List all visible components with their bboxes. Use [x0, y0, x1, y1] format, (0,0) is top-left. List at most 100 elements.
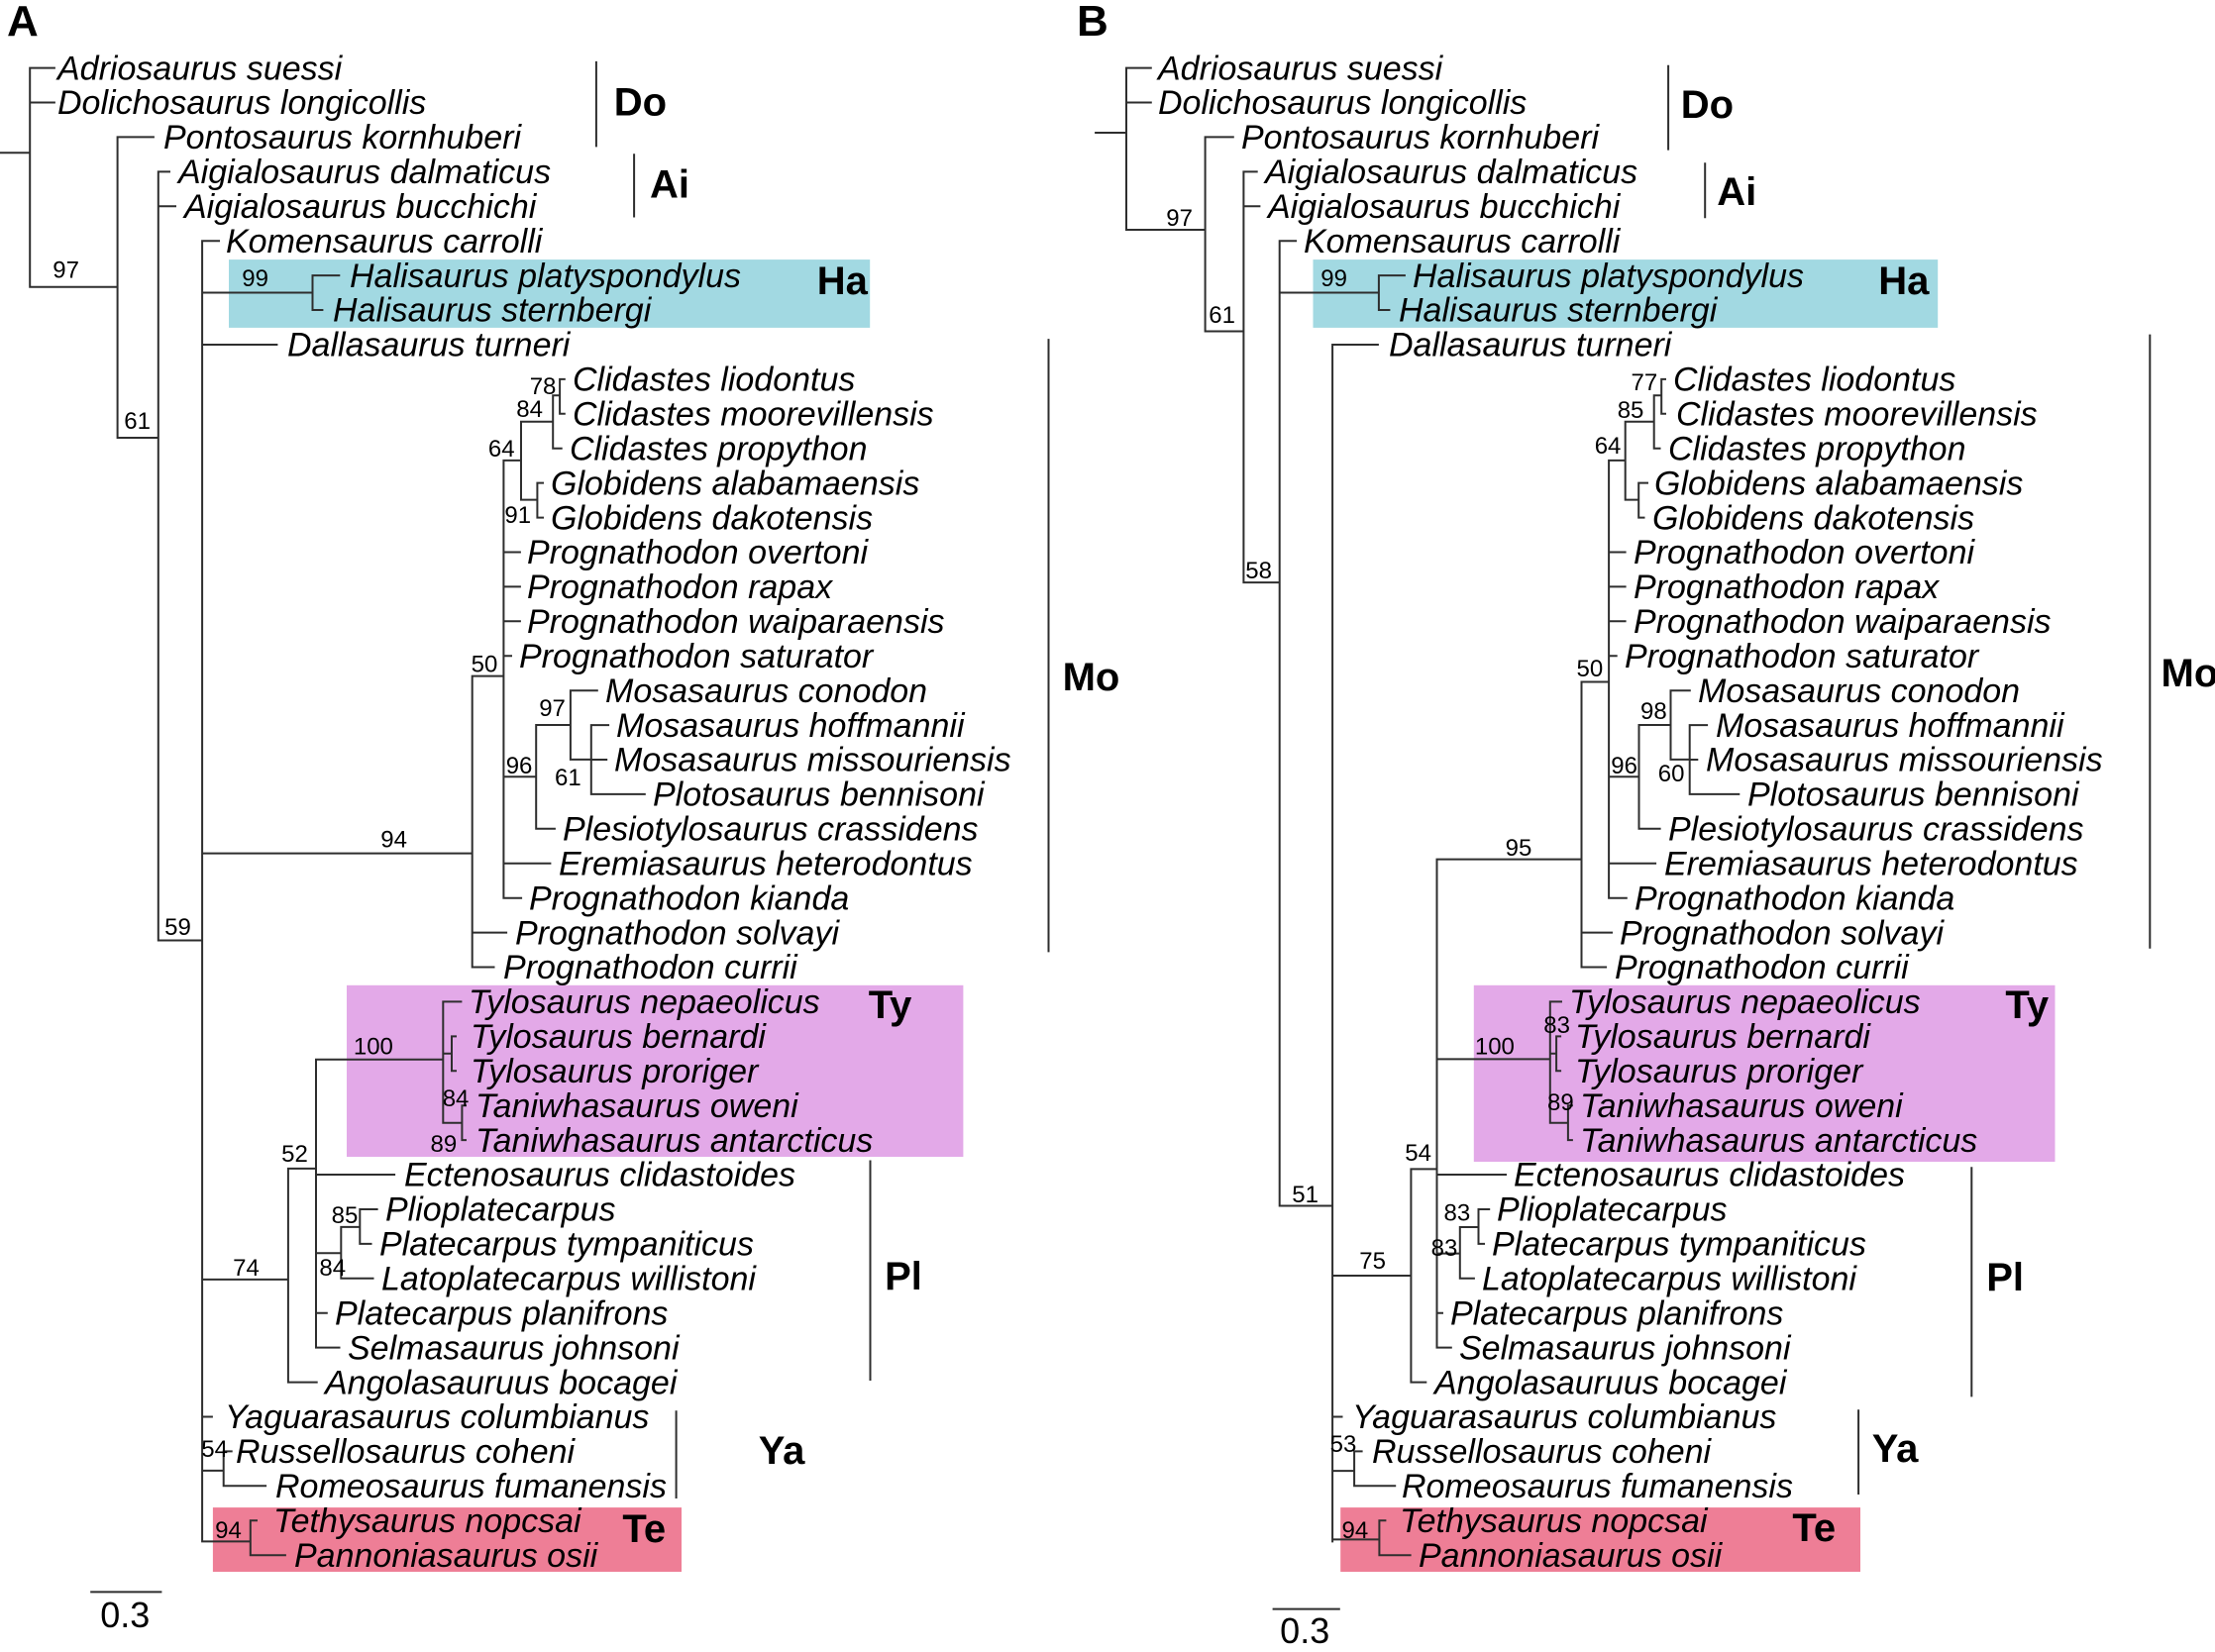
svg-text:Aigialosaurus bucchichi: Aigialosaurus bucchichi [182, 188, 538, 226]
svg-text:Russellosaurus coheni: Russellosaurus coheni [1372, 1433, 1713, 1471]
svg-text:Dolichosaurus longicollis: Dolichosaurus longicollis [57, 84, 426, 122]
svg-text:96: 96 [506, 753, 533, 779]
svg-text:97: 97 [53, 258, 79, 284]
svg-text:Tylosaurus bernardi: Tylosaurus bernardi [471, 1018, 767, 1056]
svg-text:Prognathodon rapax: Prognathodon rapax [1634, 568, 1940, 606]
svg-text:52: 52 [281, 1141, 308, 1168]
svg-text:Prognathodon currii: Prognathodon currii [1615, 949, 1910, 986]
svg-text:Halisaurus platyspondylus: Halisaurus platyspondylus [1413, 258, 1804, 295]
svg-text:Prognathodon saturator: Prognathodon saturator [1625, 638, 1980, 675]
svg-text:Ha: Ha [817, 259, 869, 303]
svg-text:Platecarpus planifrons: Platecarpus planifrons [335, 1294, 668, 1332]
svg-text:Ectenosaurus clidastoides: Ectenosaurus clidastoides [1514, 1157, 1905, 1194]
svg-text:Mo: Mo [2162, 652, 2215, 695]
svg-text:51: 51 [1292, 1182, 1318, 1208]
svg-text:Adriosaurus suessi: Adriosaurus suessi [55, 50, 344, 87]
svg-text:Pl: Pl [1986, 1256, 2024, 1299]
svg-text:84: 84 [443, 1085, 470, 1112]
svg-text:Ha: Ha [1878, 259, 1930, 303]
svg-text:Clidastes propython: Clidastes propython [1668, 430, 1966, 467]
svg-text:Russellosaurus coheni: Russellosaurus coheni [236, 1433, 577, 1471]
svg-text:83: 83 [1443, 1200, 1470, 1227]
svg-text:0.3: 0.3 [100, 1595, 150, 1635]
svg-text:85: 85 [1618, 397, 1644, 424]
svg-text:B: B [1077, 0, 1108, 46]
svg-text:Prognathodon solvayi: Prognathodon solvayi [515, 914, 840, 952]
svg-text:Selmasaurus johnsoni: Selmasaurus johnsoni [348, 1329, 681, 1367]
svg-text:84: 84 [516, 396, 543, 423]
svg-text:89: 89 [430, 1131, 457, 1158]
svg-text:Clidastes liodontus: Clidastes liodontus [573, 361, 855, 399]
svg-text:Globidens dakotensis: Globidens dakotensis [551, 499, 873, 537]
svg-text:Plotosaurus bennisoni: Plotosaurus bennisoni [653, 776, 986, 814]
svg-text:A: A [7, 0, 39, 46]
svg-text:Tylosaurus proriger: Tylosaurus proriger [1575, 1053, 1864, 1090]
svg-text:Prognathodon currii: Prognathodon currii [503, 949, 798, 986]
svg-text:Dallasaurus turneri: Dallasaurus turneri [287, 327, 572, 364]
svg-text:91: 91 [504, 502, 531, 529]
svg-text:98: 98 [1640, 698, 1667, 725]
svg-text:Mosasaurus missouriensis: Mosasaurus missouriensis [1706, 742, 2103, 779]
svg-text:Aigialosaurus dalmaticus: Aigialosaurus dalmaticus [176, 154, 551, 191]
svg-text:64: 64 [1595, 433, 1622, 460]
svg-text:75: 75 [1359, 1248, 1386, 1275]
svg-text:Prognathodon waiparaensis: Prognathodon waiparaensis [1634, 603, 2052, 641]
svg-text:85: 85 [332, 1202, 359, 1229]
svg-text:Eremiasaurus heterodontus: Eremiasaurus heterodontus [1664, 846, 2078, 883]
svg-text:54: 54 [201, 1436, 228, 1463]
svg-text:Yaguarasaurus columbianus: Yaguarasaurus columbianus [1352, 1398, 1776, 1436]
svg-text:Ya: Ya [1872, 1427, 1919, 1471]
svg-text:Mosasaurus conodon: Mosasaurus conodon [1698, 672, 2020, 710]
svg-text:Prognathodon solvayi: Prognathodon solvayi [1620, 914, 1945, 952]
svg-text:59: 59 [164, 914, 191, 941]
svg-text:Prognathodon kianda: Prognathodon kianda [529, 879, 849, 917]
svg-text:Clidastes moorevillensis: Clidastes moorevillensis [1676, 396, 2038, 434]
svg-text:Ty: Ty [2005, 983, 2049, 1027]
svg-text:Prognathodon overtoni: Prognathodon overtoni [1634, 534, 1975, 571]
svg-text:95: 95 [1506, 835, 1532, 862]
svg-text:Globidens alabamaensis: Globidens alabamaensis [1654, 465, 2023, 502]
svg-text:Prognathodon waiparaensis: Prognathodon waiparaensis [527, 603, 945, 641]
svg-text:84: 84 [319, 1255, 346, 1282]
svg-text:Taniwhasaurus oweni: Taniwhasaurus oweni [475, 1087, 799, 1125]
svg-text:Prognathodon kianda: Prognathodon kianda [1635, 879, 1954, 917]
svg-text:Platecarpus tympaniticus: Platecarpus tympaniticus [1492, 1226, 1866, 1264]
svg-text:53: 53 [1330, 1431, 1357, 1458]
svg-text:78: 78 [530, 373, 557, 400]
svg-text:Tylosaurus proriger: Tylosaurus proriger [471, 1053, 760, 1090]
svg-text:Pannoniasaurus osii: Pannoniasaurus osii [294, 1537, 599, 1575]
svg-text:Latoplatecarpus willistoni: Latoplatecarpus willistoni [381, 1261, 757, 1298]
svg-text:Plioplatecarpus: Plioplatecarpus [385, 1191, 615, 1229]
svg-text:Romeosaurus fumanensis: Romeosaurus fumanensis [1402, 1468, 1793, 1505]
svg-text:Prognathodon saturator: Prognathodon saturator [519, 638, 875, 675]
svg-text:Mosasaurus hoffmannii: Mosasaurus hoffmannii [1716, 707, 2065, 745]
svg-text:Ya: Ya [759, 1429, 805, 1473]
svg-text:Globidens alabamaensis: Globidens alabamaensis [551, 465, 919, 502]
svg-text:Eremiasaurus heterodontus: Eremiasaurus heterodontus [559, 846, 973, 883]
svg-text:Plioplatecarpus: Plioplatecarpus [1497, 1191, 1727, 1229]
svg-text:Komensaurus carrolli: Komensaurus carrolli [226, 223, 544, 260]
svg-text:99: 99 [242, 265, 268, 292]
svg-text:Te: Te [622, 1507, 666, 1551]
svg-text:Prognathodon overtoni: Prognathodon overtoni [527, 534, 869, 571]
svg-text:Pontosaurus kornhuberi: Pontosaurus kornhuberi [1241, 119, 1600, 156]
svg-text:99: 99 [1320, 265, 1347, 292]
svg-text:Platecarpus tympaniticus: Platecarpus tympaniticus [379, 1226, 754, 1264]
svg-text:94: 94 [215, 1517, 242, 1544]
svg-text:100: 100 [354, 1033, 393, 1060]
svg-text:Plesiotylosaurus crassidens: Plesiotylosaurus crassidens [563, 811, 979, 849]
svg-text:Aigialosaurus bucchichi: Aigialosaurus bucchichi [1266, 188, 1622, 226]
svg-text:Taniwhasaurus oweni: Taniwhasaurus oweni [1580, 1087, 1904, 1125]
svg-text:Ty: Ty [869, 983, 912, 1027]
svg-text:50: 50 [472, 652, 498, 678]
svg-text:61: 61 [124, 408, 151, 435]
svg-text:94: 94 [1341, 1517, 1368, 1544]
svg-text:Te: Te [1792, 1506, 1836, 1550]
svg-text:83: 83 [1543, 1012, 1570, 1039]
svg-text:Do: Do [1681, 83, 1734, 127]
svg-text:Halisaurus sternbergi: Halisaurus sternbergi [333, 292, 653, 330]
svg-text:94: 94 [380, 827, 407, 854]
svg-text:Mosasaurus conodon: Mosasaurus conodon [605, 672, 927, 710]
svg-text:Clidastes moorevillensis: Clidastes moorevillensis [573, 396, 934, 434]
svg-text:Globidens dakotensis: Globidens dakotensis [1652, 499, 1974, 537]
